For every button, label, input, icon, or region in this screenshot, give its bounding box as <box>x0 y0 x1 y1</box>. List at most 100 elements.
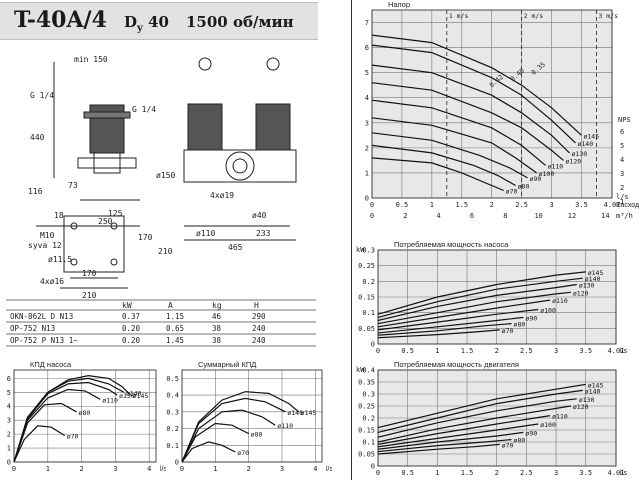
npsh-label: NPS <box>618 116 631 124</box>
x-tick-label: 3.5 <box>575 201 588 209</box>
mount-hole <box>110 222 118 230</box>
y-tick-label: 1 <box>365 169 369 177</box>
y-tick-label: 5 <box>365 69 369 77</box>
series-line <box>13 402 77 463</box>
y-tick-label: 0.4 <box>166 392 179 400</box>
x-axis-label: Расход <box>616 202 639 209</box>
series-label: ø70 <box>502 327 514 335</box>
series-label: ø130 <box>579 396 595 404</box>
dim-label: 4xø19 <box>210 191 234 200</box>
x-tick-label: 0 <box>376 347 380 355</box>
chart-title: Напор <box>388 0 410 9</box>
y-axis-label: kW <box>356 246 365 254</box>
series-label: ø110 <box>102 396 118 404</box>
x-tick-label: 2.5 <box>520 469 533 477</box>
series-label: ø130 <box>572 150 588 158</box>
outlet-bore <box>232 158 248 174</box>
series-line <box>377 323 512 336</box>
nominal-diameter: Dy 40 <box>124 13 169 34</box>
y-tick-label: 0.1 <box>166 442 179 450</box>
dim-label: 250 <box>98 217 113 226</box>
dy-letter: D <box>124 13 138 31</box>
series-line <box>377 415 551 445</box>
y-tick-label: 0.05 <box>358 451 375 459</box>
plot-frame <box>377 249 617 345</box>
x-tick-label: 0.5 <box>401 347 414 355</box>
motor-fins-side <box>83 111 131 119</box>
dim-label: ø11.5 <box>48 255 72 264</box>
series-label: ø110 <box>548 162 564 170</box>
series-label: ø130 <box>579 281 595 289</box>
y-tick-label: 0.5 <box>166 375 179 383</box>
dim-label: syva 12 <box>28 241 62 250</box>
table-cell: 1.15 <box>166 312 184 321</box>
series-line <box>377 299 551 328</box>
y-tick-label: 0 <box>371 463 375 471</box>
pump-housing-side <box>93 152 121 174</box>
plot-frame <box>377 369 617 467</box>
table-header: kg <box>212 301 222 310</box>
table-cell: OP-752 P N13 1~ <box>10 336 78 345</box>
x2-unit-label: m³/h <box>616 212 633 220</box>
y-tick-label: 3 <box>7 417 11 425</box>
series-label: ø110 <box>277 422 293 430</box>
dim-label: 4xø16 <box>40 277 64 286</box>
series-label: ø140 <box>577 140 593 148</box>
pump-efficiency-chart: 0 1 2 3 4 0 1 2 3 4 5 6 КПД насоса l/s ø145ø140ø130ø11… <box>7 360 166 473</box>
series-label: ø120 <box>566 157 582 165</box>
x-tick-label: 2 <box>490 201 494 209</box>
model-title: T-40A/4 <box>14 7 107 33</box>
dim-label: 465 <box>228 243 243 252</box>
table-body: OKN-862L D N13 0.37 1.15 46 290 OP-752 N… <box>10 312 266 345</box>
series-label: ø80 <box>514 321 526 329</box>
series-label: ø140 <box>585 275 601 283</box>
series-line <box>377 291 571 325</box>
y-tick-label: 3 <box>365 119 369 127</box>
series-label: ø100 <box>539 170 555 178</box>
x2-tick-label: 4 <box>437 212 441 220</box>
chart-title: Потребляемая мощность насоса <box>394 240 509 249</box>
dim-label: M10 <box>40 231 55 240</box>
series-label: ø100 <box>540 421 556 429</box>
plot-frame <box>371 9 613 199</box>
series-label: ø90 <box>525 314 537 322</box>
table-rules <box>6 299 316 347</box>
table-headers: kW A kg H <box>122 301 259 310</box>
base-plate-view <box>60 215 128 289</box>
x-tick-label: 1 <box>213 465 217 473</box>
x-tick-label: 0 <box>376 469 380 477</box>
series-line <box>13 425 66 463</box>
y-tick-label: 0.3 <box>362 247 375 255</box>
x-tick-label: 4.01 <box>608 469 625 477</box>
y-tick-label: 0.2 <box>362 278 375 286</box>
mount-hole <box>70 222 78 230</box>
npsh-tick-label: 4 <box>620 156 624 164</box>
drawing-labels: min 150 440 G 1/4 G 1/4 116 73 18 125 25… <box>28 55 271 300</box>
y-tick-label: 0 <box>175 459 179 467</box>
page-divider <box>351 0 352 480</box>
technical-drawing: min 150 440 G 1/4 G 1/4 116 73 18 125 25… <box>28 55 297 300</box>
series-line <box>377 316 524 334</box>
dim-label: G 1/4 <box>132 105 156 114</box>
y-tick-label: 0.1 <box>362 309 375 317</box>
x-axis-label: l/s <box>326 466 332 473</box>
y-tick-label: 0.2 <box>362 415 375 423</box>
table-header: A <box>168 301 173 310</box>
series-label: ø80 <box>251 431 263 439</box>
dim-label: 440 <box>30 133 45 142</box>
x-tick-label: 1.5 <box>455 201 468 209</box>
dim-label: ø150 <box>156 171 175 180</box>
y-tick-label: 0 <box>365 195 369 203</box>
pump-side-view <box>36 62 140 227</box>
table-cell: 1.45 <box>166 336 184 345</box>
y-tick-label: 2 <box>7 431 11 439</box>
series-line <box>377 271 586 315</box>
table-cell: 0.65 <box>166 324 184 333</box>
series-label: ø70 <box>502 441 514 449</box>
series-line <box>371 82 564 161</box>
table-header: kW <box>122 301 132 310</box>
table-cell: 38 <box>212 324 222 333</box>
series-line <box>377 329 500 339</box>
table-cell: OKN-862L D N13 <box>10 312 73 321</box>
x-tick-label: 2 <box>80 465 84 473</box>
